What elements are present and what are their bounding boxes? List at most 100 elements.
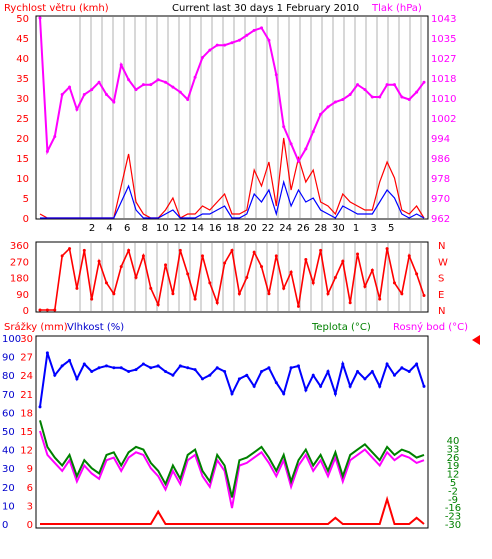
x-tick-label: 3 bbox=[370, 223, 376, 234]
pressure-point bbox=[378, 95, 382, 99]
wind-speed-tick: 25 bbox=[16, 114, 29, 125]
humidity-point bbox=[267, 366, 271, 370]
humidity-point bbox=[141, 362, 145, 366]
x-tick-label: 10 bbox=[156, 223, 169, 234]
pressure-point bbox=[208, 48, 212, 52]
pressure-tick: 970 bbox=[431, 194, 450, 205]
temperature-tick: -23 bbox=[445, 512, 461, 523]
wind-speed-tick: 10 bbox=[16, 174, 29, 185]
wind-direction-point bbox=[164, 263, 168, 267]
humidity-point bbox=[68, 358, 72, 362]
wind-direction-point bbox=[415, 272, 419, 276]
rain-tick: 9 bbox=[27, 464, 33, 475]
pressure-point bbox=[200, 56, 204, 60]
wind-direction-point bbox=[260, 265, 264, 269]
humidity-point bbox=[75, 377, 79, 381]
rain-axis-label: Srážky (mm) bbox=[4, 321, 68, 333]
pressure-point bbox=[289, 142, 293, 146]
rain-line bbox=[40, 495, 425, 525]
wind-direction-point bbox=[82, 248, 86, 252]
humidity-point bbox=[363, 377, 367, 381]
humidity-tick: 40 bbox=[2, 446, 15, 457]
humidity-point bbox=[134, 368, 138, 372]
wind-direction-point bbox=[274, 254, 278, 258]
pressure-point bbox=[326, 105, 330, 109]
humidity-point bbox=[127, 369, 131, 373]
wind-direction-ticks: 360 270 180 90 0 bbox=[10, 241, 29, 317]
wind-direction-point bbox=[127, 248, 131, 252]
dewpoint-line bbox=[39, 430, 425, 509]
compass-label: E bbox=[438, 290, 444, 301]
humidity-point bbox=[415, 362, 419, 366]
humidity-point bbox=[333, 392, 337, 396]
humidity-tick: 0 bbox=[2, 520, 8, 531]
wind-direction-point bbox=[319, 248, 323, 252]
pressure-point bbox=[164, 80, 168, 84]
pressure-point bbox=[112, 100, 116, 104]
pressure-point bbox=[90, 88, 94, 92]
temperature-tick: 26 bbox=[447, 453, 460, 464]
pressure-point bbox=[319, 112, 323, 116]
wind-direction-point bbox=[38, 308, 42, 312]
temperature-tick: 33 bbox=[447, 444, 460, 455]
humidity-point bbox=[296, 364, 300, 368]
pressure-point bbox=[237, 38, 241, 42]
humidity-point bbox=[237, 377, 241, 381]
x-tick-label: 16 bbox=[209, 223, 222, 234]
wind-direction-point bbox=[215, 301, 219, 305]
humidity-point bbox=[304, 388, 308, 392]
temperature-tick: 40 bbox=[447, 436, 460, 447]
pressure-point bbox=[141, 83, 145, 87]
pressure-point bbox=[119, 63, 123, 67]
pressure-tick: 1002 bbox=[431, 114, 456, 125]
pressure-tick: 994 bbox=[431, 134, 450, 145]
humidity-point bbox=[97, 366, 101, 370]
scroll-arrow-icon[interactable] bbox=[472, 335, 480, 345]
humidity-point bbox=[193, 368, 197, 372]
pressure-point bbox=[407, 97, 411, 101]
x-tick-label: 5 bbox=[388, 223, 394, 234]
pressure-point bbox=[363, 88, 367, 92]
pressure-point bbox=[53, 135, 57, 139]
pressure-point bbox=[392, 83, 396, 87]
pressure-point bbox=[356, 83, 360, 87]
pressure-point bbox=[260, 26, 264, 30]
rain-tick: 0 bbox=[27, 520, 33, 531]
x-tick-label: 4 bbox=[106, 223, 112, 234]
humidity-point bbox=[38, 405, 42, 409]
wind-speed-tick: 35 bbox=[16, 74, 29, 85]
compass-label: N bbox=[438, 241, 445, 252]
wind-direction-point bbox=[407, 254, 411, 258]
wind-direction-point bbox=[186, 272, 190, 276]
pressure-point bbox=[60, 93, 64, 97]
wind-direction-point bbox=[282, 286, 286, 290]
pressure-point bbox=[422, 80, 426, 84]
pressure-point bbox=[97, 80, 101, 84]
wind-pressure-series bbox=[38, 16, 426, 219]
rain-tick: 12 bbox=[20, 446, 33, 457]
pressure-ticks: 1043 1035 1027 1018 1010 1002 994 986 978 970 962 bbox=[431, 14, 456, 225]
pressure-point bbox=[252, 28, 256, 32]
humidity-point bbox=[171, 373, 175, 377]
rain-tick: 21 bbox=[20, 390, 33, 401]
wind-direction-point bbox=[156, 303, 160, 307]
humidity-point bbox=[356, 369, 360, 373]
x-tick-label: 28 bbox=[314, 223, 327, 234]
rain-tick: 3 bbox=[27, 501, 33, 512]
humidity-tick: 90 bbox=[2, 353, 15, 364]
humidity-tick: 30 bbox=[2, 464, 15, 475]
pressure-tick: 1043 bbox=[431, 14, 456, 25]
wind-direction-point bbox=[289, 270, 293, 274]
wind-direction-point bbox=[311, 281, 315, 285]
pressure-tick: 1027 bbox=[431, 54, 456, 65]
pressure-point bbox=[82, 93, 86, 97]
humidity-tick: 60 bbox=[2, 408, 15, 419]
wind-direction-point bbox=[134, 276, 138, 279]
humidity-point bbox=[274, 381, 278, 385]
wind-speed-tick: 40 bbox=[16, 54, 29, 65]
wind-direction-point bbox=[149, 286, 153, 290]
humidity-point bbox=[119, 366, 123, 370]
humidity-point bbox=[341, 362, 345, 366]
